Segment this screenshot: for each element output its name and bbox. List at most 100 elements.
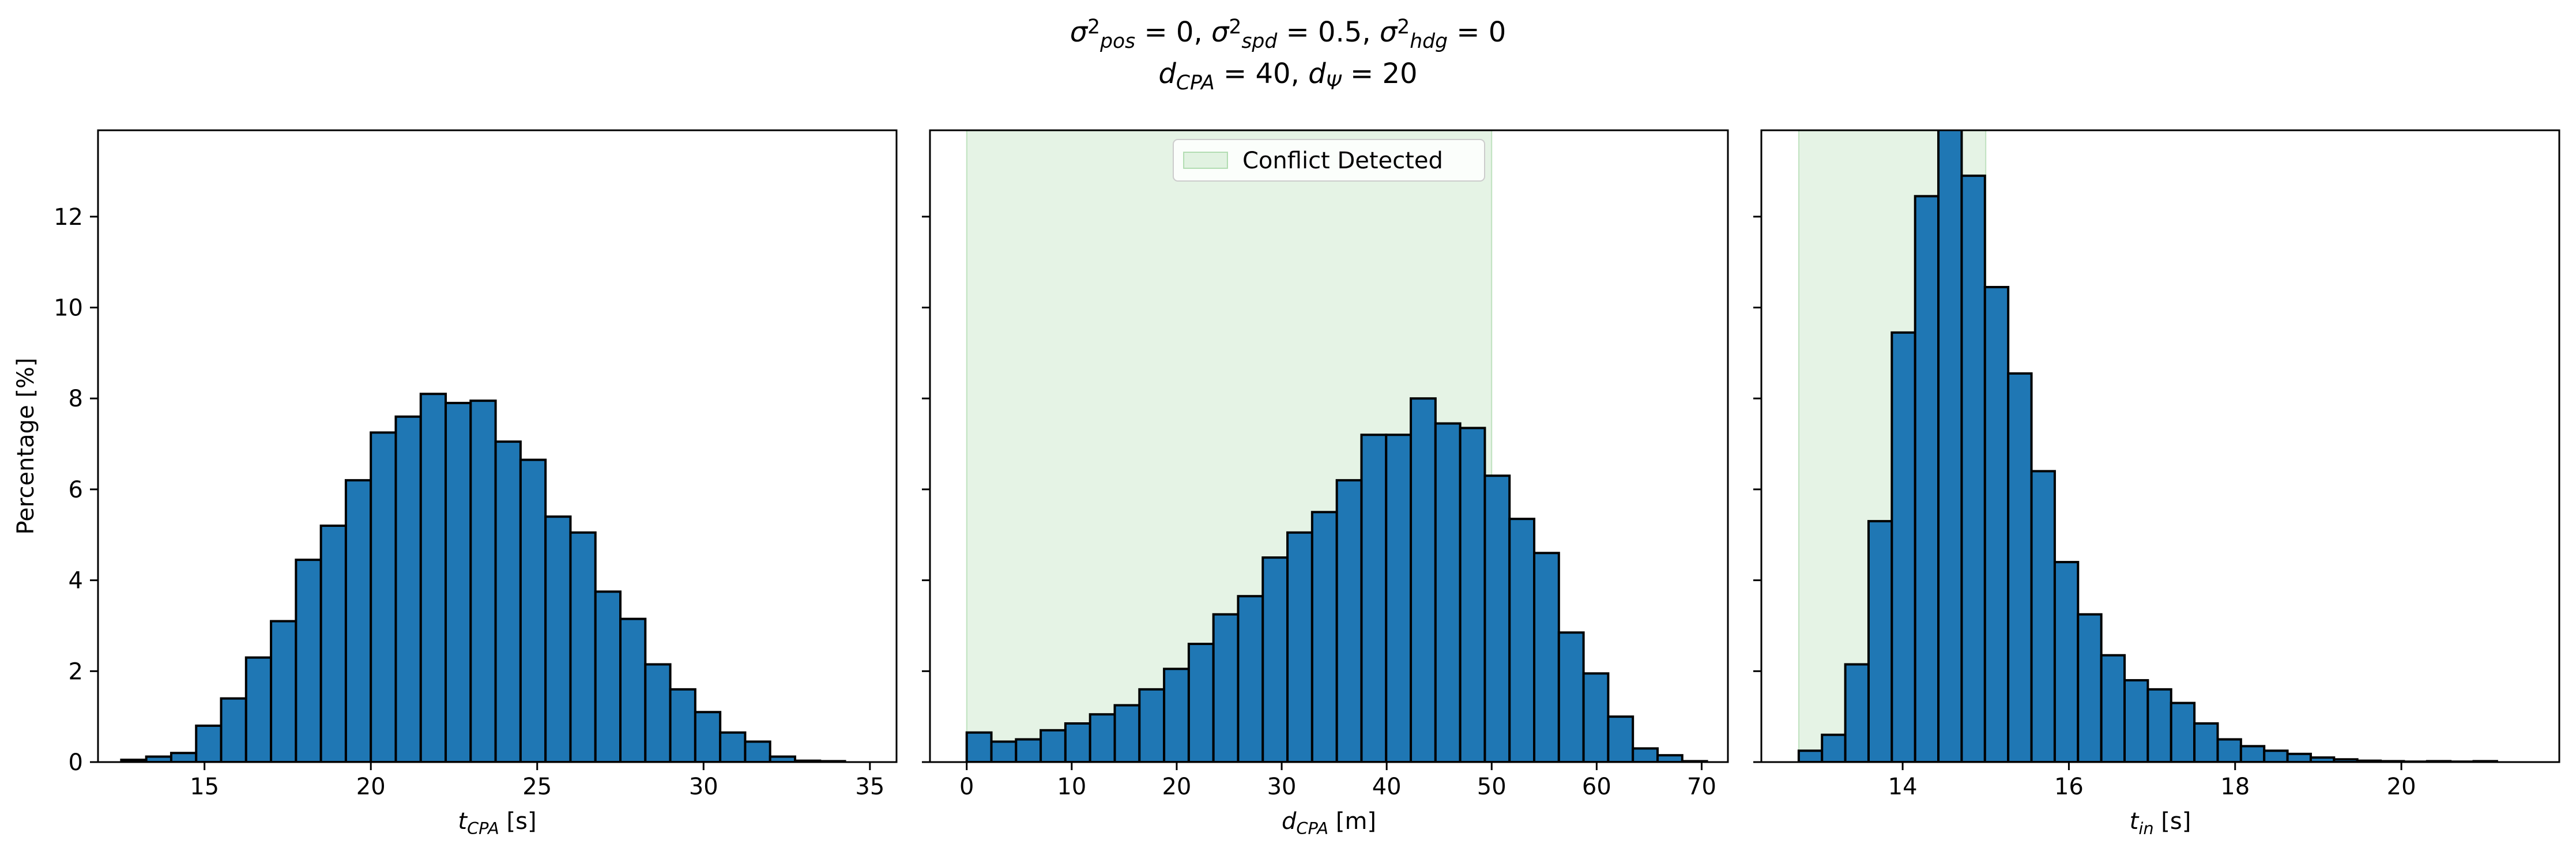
figure-title-line-1: σ2pos = 0, σ2spd = 0.5, σ2hdg = 0	[1070, 16, 1507, 53]
axes-frame	[97, 129, 898, 763]
histogram-bar	[2077, 613, 2103, 762]
x-tick-label: 15	[190, 774, 219, 800]
histogram-bar	[394, 415, 422, 762]
histogram-bar	[1867, 520, 1893, 762]
histogram-bar	[295, 559, 322, 762]
histogram-bar	[419, 393, 447, 762]
histogram-bar	[644, 663, 672, 762]
histogram-bar	[1064, 722, 1091, 762]
histogram-bar	[1163, 668, 1190, 762]
histogram-bar	[1483, 474, 1511, 762]
figure-title: σ2pos = 0, σ2spd = 0.5, σ2hdg = 0 dCPA =…	[1070, 16, 1507, 95]
histogram-bar	[2286, 752, 2312, 762]
histogram-bar	[519, 458, 547, 762]
histogram-bar	[2263, 749, 2289, 762]
x-tick-label: 60	[1582, 774, 1611, 800]
histogram-bar	[2146, 688, 2172, 762]
subplot-3: 14 16 18 20 tin [s]	[1753, 129, 2560, 838]
histogram-bar	[1844, 663, 1870, 762]
histogram-bar	[270, 620, 297, 762]
y-tick-label: 12	[54, 204, 83, 231]
histogram-bar	[1632, 747, 1659, 762]
x-tick-label: 10	[1057, 774, 1086, 800]
x-tick-label: 20	[356, 774, 386, 800]
histogram-bar	[965, 731, 993, 762]
histogram-bar	[170, 752, 198, 762]
histogram-bar	[1821, 733, 1847, 762]
histogram-bar	[1914, 195, 1940, 762]
histogram-bar	[469, 399, 497, 762]
histogram-bar	[370, 431, 397, 762]
histogram-bar	[1212, 613, 1240, 762]
axes-frame	[929, 129, 1729, 763]
histogram-bar	[2100, 654, 2126, 762]
histogram-bar	[2216, 738, 2242, 762]
histogram-bar	[220, 697, 247, 762]
legend-box	[1173, 139, 1485, 182]
x-tick-label: 0	[959, 774, 974, 800]
histogram-bar	[2123, 679, 2149, 762]
x-tick-label: 35	[855, 774, 884, 800]
x-tick-label: 20	[1162, 774, 1191, 800]
subplots: 15 20 25 30 35 0 2 4 6 8 10 12 tCPA [s] Percentage [%…	[13, 129, 2560, 838]
histogram-bar	[2053, 561, 2080, 762]
x-tick-label: 18	[2220, 774, 2250, 800]
histogram-bar	[494, 440, 522, 762]
x-tick-label: 30	[1267, 774, 1297, 800]
histogram-bar	[244, 656, 273, 762]
y-tick-label: 4	[69, 568, 83, 594]
histogram-bar	[694, 711, 722, 762]
x-tick-label: 16	[2054, 774, 2084, 800]
legend: Conflict Detected	[1173, 139, 1485, 182]
histogram-bar	[1557, 631, 1585, 762]
x-tick-label: 25	[522, 774, 552, 800]
histogram-bar	[1187, 642, 1215, 762]
x-tick-label: 30	[689, 774, 718, 800]
y-axis-label: Percentage [%]	[13, 358, 39, 535]
y-tick-label: 8	[69, 386, 83, 412]
histogram-bars	[965, 397, 1708, 762]
histogram-bar	[594, 590, 622, 762]
x-tick-label: 70	[1687, 774, 1716, 800]
histogram-bar	[195, 724, 223, 762]
subplot-1: 15 20 25 30 35 0 2 4 6 8 10 12 tCPA [s] Percentage [%…	[13, 129, 898, 838]
x-tick-label: 50	[1477, 774, 1507, 800]
x-axis-label: tCPA [s]	[458, 808, 536, 838]
histogram-bar	[544, 515, 572, 762]
histogram-bar	[445, 402, 472, 762]
histogram-bar	[1237, 595, 1264, 762]
histogram-bar	[1582, 672, 1610, 762]
histogram-bar	[1113, 704, 1141, 762]
histogram-bar	[1360, 433, 1388, 762]
y-tick-label: 6	[69, 477, 83, 503]
histogram-bar	[1040, 729, 1067, 762]
histogram-bar	[990, 740, 1018, 762]
y-tick-label: 10	[54, 295, 83, 322]
histogram-bar	[744, 740, 771, 762]
histogram-bar	[344, 479, 372, 762]
histogram-bar	[569, 531, 597, 762]
histogram-bar	[1937, 130, 1963, 762]
histogram-bar	[1310, 511, 1338, 762]
histogram-bar	[1335, 479, 1363, 762]
histogram-bar	[1261, 556, 1289, 762]
histogram-bar	[2007, 372, 2033, 762]
histogram-bar	[1286, 531, 1313, 762]
x-tick-label: 14	[1888, 774, 1918, 800]
histogram-bar	[1508, 518, 1536, 762]
histogram-bar	[1890, 331, 1916, 762]
x-tick-label: 40	[1372, 774, 1402, 800]
subplot-2: 0 10 20 30 40 50 60 70 dCPA [m] Conflict Detected	[922, 129, 1729, 838]
histogram-bar	[2239, 745, 2266, 762]
histogram-bar	[1797, 749, 1824, 762]
x-axis-label: dCPA [m]	[1282, 808, 1376, 838]
legend-label: Conflict Detected	[1242, 148, 1443, 174]
histogram-bar	[719, 731, 747, 762]
histogram-bar	[669, 688, 696, 762]
y-tick-label: 0	[69, 749, 83, 776]
histogram-bar	[2193, 722, 2219, 762]
histogram-bar	[1138, 688, 1166, 762]
histogram-bar	[319, 524, 347, 762]
histogram-bar	[1983, 286, 2010, 762]
